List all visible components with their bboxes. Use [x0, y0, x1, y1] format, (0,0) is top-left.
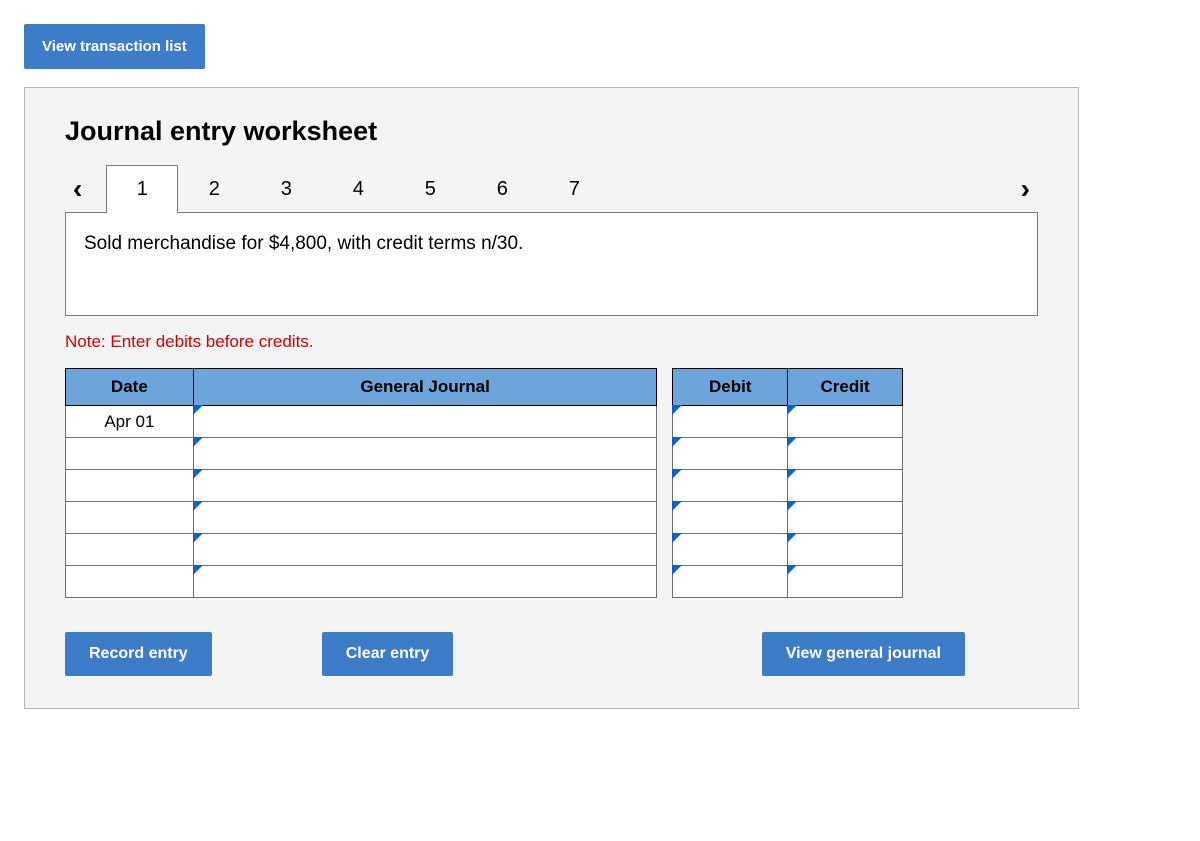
header-date: Date	[66, 369, 194, 406]
cell-general-journal[interactable]	[193, 534, 657, 566]
tab-6[interactable]: 6	[466, 166, 538, 213]
dropdown-marker-icon	[193, 405, 203, 415]
tab-7[interactable]: 7	[538, 166, 610, 213]
header-debit: Debit	[673, 369, 788, 406]
cell-credit[interactable]	[788, 502, 903, 534]
cell-date[interactable]	[66, 502, 194, 534]
view-general-journal-button[interactable]: View general journal	[762, 632, 965, 676]
cell-credit[interactable]	[788, 438, 903, 470]
view-transaction-list-button[interactable]: View transaction list	[24, 24, 205, 69]
table-row	[66, 502, 903, 534]
tabs: 1 2 3 4 5 6 7	[106, 165, 610, 213]
dropdown-marker-icon	[787, 437, 797, 447]
tab-2[interactable]: 2	[178, 166, 250, 213]
note-text: Note: Enter debits before credits.	[65, 332, 1038, 352]
cell-credit[interactable]	[788, 534, 903, 566]
gap	[657, 438, 673, 470]
record-entry-button[interactable]: Record entry	[65, 632, 212, 676]
table-row	[66, 438, 903, 470]
dropdown-marker-icon	[672, 533, 682, 543]
gap	[657, 369, 673, 406]
cell-date[interactable]	[66, 566, 194, 598]
cell-debit[interactable]	[673, 534, 788, 566]
gap	[657, 534, 673, 566]
panel-title: Journal entry worksheet	[65, 116, 1038, 147]
action-row: Record entry Clear entry View general jo…	[65, 632, 965, 676]
dropdown-marker-icon	[193, 469, 203, 479]
dropdown-marker-icon	[193, 501, 203, 511]
cell-general-journal[interactable]	[193, 406, 657, 438]
clear-entry-button[interactable]: Clear entry	[322, 632, 454, 676]
cell-credit[interactable]	[788, 470, 903, 502]
cell-general-journal[interactable]	[193, 438, 657, 470]
chevron-left-icon[interactable]: ‹	[65, 175, 90, 203]
dropdown-marker-icon	[672, 501, 682, 511]
cell-date[interactable]	[66, 438, 194, 470]
gap	[657, 470, 673, 502]
tab-row: ‹ 1 2 3 4 5 6 7 ›	[65, 165, 1038, 213]
dropdown-marker-icon	[787, 469, 797, 479]
dropdown-marker-icon	[193, 565, 203, 575]
cell-debit[interactable]	[673, 502, 788, 534]
dropdown-marker-icon	[787, 533, 797, 543]
chevron-right-icon[interactable]: ›	[1013, 175, 1038, 203]
gap	[657, 502, 673, 534]
dropdown-marker-icon	[193, 437, 203, 447]
cell-date[interactable]: Apr 01	[66, 406, 194, 438]
dropdown-marker-icon	[672, 469, 682, 479]
cell-date[interactable]	[66, 470, 194, 502]
cell-general-journal[interactable]	[193, 566, 657, 598]
table-row	[66, 534, 903, 566]
cell-credit[interactable]	[788, 566, 903, 598]
table-row	[66, 470, 903, 502]
cell-date[interactable]	[66, 534, 194, 566]
tab-1[interactable]: 1	[106, 165, 178, 213]
cell-debit[interactable]	[673, 566, 788, 598]
dropdown-marker-icon	[787, 405, 797, 415]
tab-5[interactable]: 5	[394, 166, 466, 213]
dropdown-marker-icon	[672, 565, 682, 575]
cell-general-journal[interactable]	[193, 502, 657, 534]
dropdown-marker-icon	[193, 533, 203, 543]
header-general-journal: General Journal	[193, 369, 657, 406]
cell-debit[interactable]	[673, 438, 788, 470]
tab-4[interactable]: 4	[322, 166, 394, 213]
header-credit: Credit	[788, 369, 903, 406]
table-row: Apr 01	[66, 406, 903, 438]
dropdown-marker-icon	[787, 565, 797, 575]
worksheet-panel: Journal entry worksheet ‹ 1 2 3 4 5 6 7 …	[24, 87, 1079, 709]
dropdown-marker-icon	[672, 437, 682, 447]
table-row	[66, 566, 903, 598]
journal-table: Date General Journal Debit Credit Apr 01	[65, 368, 903, 598]
gap	[657, 406, 673, 438]
transaction-description: Sold merchandise for $4,800, with credit…	[65, 212, 1038, 316]
cell-general-journal[interactable]	[193, 470, 657, 502]
dropdown-marker-icon	[787, 501, 797, 511]
dropdown-marker-icon	[672, 405, 682, 415]
cell-debit[interactable]	[673, 406, 788, 438]
tab-3[interactable]: 3	[250, 166, 322, 213]
cell-debit[interactable]	[673, 470, 788, 502]
cell-credit[interactable]	[788, 406, 903, 438]
gap	[657, 566, 673, 598]
